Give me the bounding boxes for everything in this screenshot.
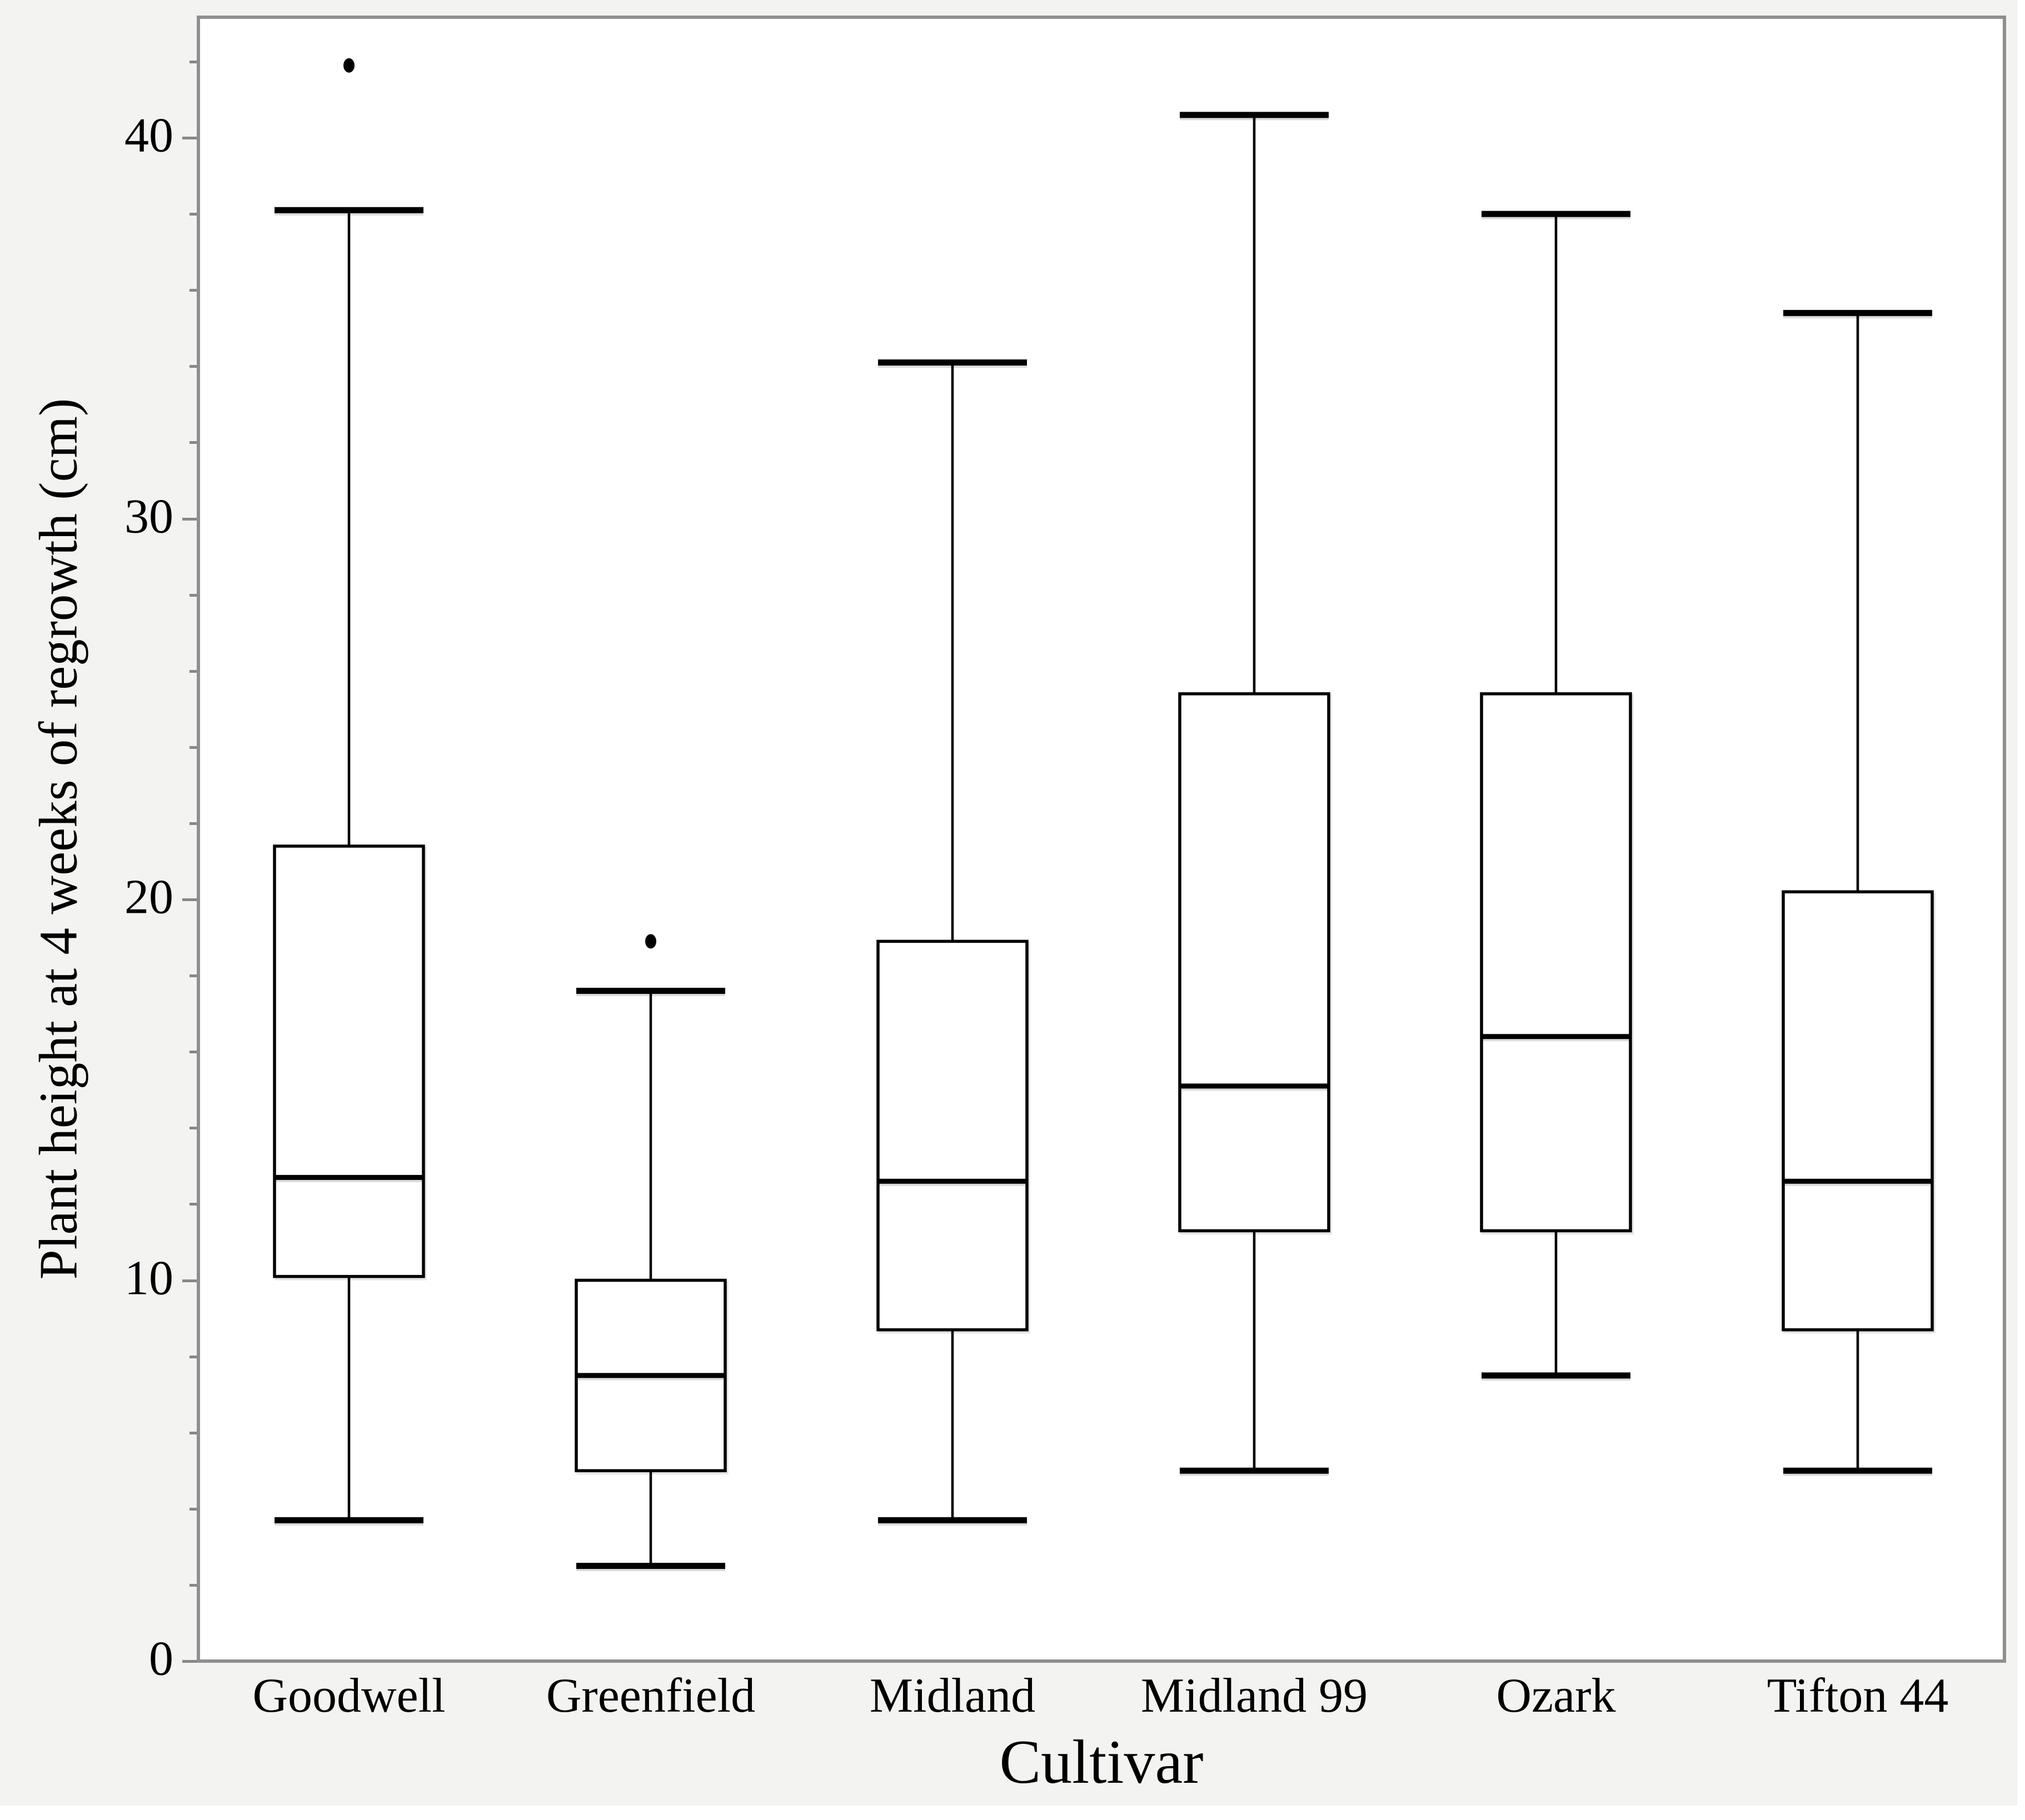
x-tick-label-midland-99: Midland 99 (1140, 1669, 1368, 1723)
midland-99-box (1178, 692, 1330, 1233)
goodwell-outlier-0 (343, 58, 355, 73)
x-tick-label-goodwell: Goodwell (252, 1669, 446, 1723)
y-minor-tick-22 (189, 822, 197, 825)
y-major-tick-0 (182, 1660, 197, 1663)
y-minor-tick-34 (189, 365, 197, 368)
x-tick-label-ozark: Ozark (1496, 1669, 1616, 1723)
x-tick-label-tifton-44: Tifton 44 (1767, 1669, 1949, 1723)
y-minor-tick-38 (189, 213, 197, 216)
y-minor-tick-28 (189, 593, 197, 597)
y-minor-tick-26 (189, 669, 197, 673)
y-minor-tick-12 (189, 1203, 197, 1206)
y-minor-tick-36 (189, 289, 197, 292)
greenfield-outlier-0 (645, 934, 656, 949)
y-minor-tick-32 (189, 441, 197, 444)
boxplot-canvas (273, 58, 1934, 1569)
y-minor-tick-6 (189, 1431, 197, 1434)
y-tick-label-40: 40 (124, 108, 173, 163)
y-major-tick-40 (182, 137, 197, 139)
y-minor-tick-8 (189, 1355, 197, 1358)
tifton-44-box (1782, 890, 1934, 1332)
y-minor-tick-4 (189, 1507, 197, 1511)
y-major-tick-10 (182, 1279, 197, 1282)
y-minor-tick-2 (189, 1583, 197, 1587)
y-tick-label-0: 0 (149, 1632, 173, 1686)
y-axis-title-text: Plant height at 4 weeks of regrowth (cm) (28, 398, 88, 1280)
y-tick-label-30: 30 (124, 489, 173, 543)
y-major-tick-20 (182, 898, 197, 901)
x-tick-label-midland: Midland (869, 1669, 1036, 1723)
x-axis-title: Cultivar (999, 1728, 1204, 1797)
ozark-box (1480, 692, 1632, 1233)
y-minor-tick-14 (189, 1127, 197, 1130)
x-tick-label-greenfield: Greenfield (546, 1669, 756, 1723)
y-tick-label-20: 20 (124, 870, 173, 924)
midland-box (876, 939, 1029, 1332)
goodwell-box (273, 844, 425, 1278)
y-minor-tick-24 (189, 746, 197, 749)
y-major-tick-30 (182, 517, 197, 521)
y-minor-tick-42 (189, 60, 197, 63)
plot-area (197, 16, 2006, 1663)
y-minor-tick-18 (189, 974, 197, 978)
y-minor-tick-16 (189, 1051, 197, 1054)
y-tick-label-10: 10 (124, 1251, 173, 1305)
